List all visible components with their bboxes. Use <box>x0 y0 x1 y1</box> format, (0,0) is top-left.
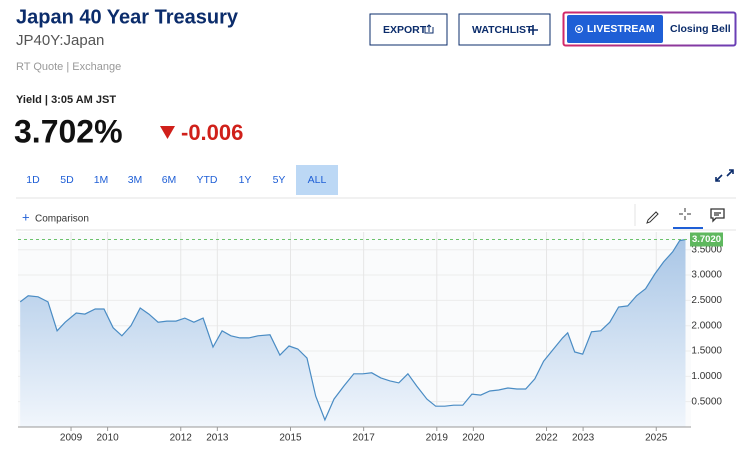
range-button[interactable]: 1D <box>26 174 40 186</box>
x-tick-label: 2025 <box>645 433 668 444</box>
y-tick-label: 1.5000 <box>691 346 722 357</box>
y-tick-label: 2.5000 <box>691 295 722 306</box>
livestream-label[interactable]: LIVESTREAM <box>587 23 655 35</box>
export-button[interactable] <box>369 13 448 46</box>
expand-icon[interactable] <box>715 169 734 182</box>
y-tick-label: 0.5000 <box>691 396 722 407</box>
chart: 0.5000 1.0000 1.5000 2.0000 2.5000 3.0000 3.50… <box>18 232 723 444</box>
y-tick-label: 3.5000 <box>691 244 722 255</box>
y-tick-label: 3.0000 <box>691 270 722 281</box>
change: -0.006 <box>181 120 243 145</box>
plus-icon <box>528 25 538 35</box>
comparison-label[interactable]: Comparison <box>35 214 89 225</box>
range-selector: 1D 5D 1M 3M 6M YTD 1Y 5Y ALL <box>26 165 338 195</box>
range-button[interactable]: 5Y <box>273 174 286 186</box>
quote-label: Yield | 3:05 AM JST <box>16 94 116 106</box>
range-button[interactable]: ALL <box>308 174 327 186</box>
x-tick-label: 2010 <box>96 433 119 444</box>
range-button[interactable]: 1M <box>94 174 109 186</box>
watchlist-label[interactable]: WATCHLIST <box>472 24 533 36</box>
down-arrow <box>160 126 175 139</box>
show-label[interactable]: Closing Bell <box>670 23 731 35</box>
last-value-label: 3.7020 <box>692 234 721 245</box>
area-line <box>19 238 686 422</box>
x-tick-label: 2020 <box>462 433 485 444</box>
x-tick-label: 2012 <box>170 433 193 444</box>
x-tick-label: 2015 <box>279 433 302 444</box>
comment-icon[interactable] <box>710 208 725 223</box>
y-tick-label: 1.0000 <box>691 371 722 382</box>
x-tick-label: 2009 <box>60 433 83 444</box>
range-button[interactable]: 5D <box>60 174 74 186</box>
x-tick-label: 2022 <box>535 433 558 444</box>
range-button[interactable]: 1Y <box>239 174 252 186</box>
x-tick-label: 2013 <box>206 433 229 444</box>
symbol: JP40Y:Japan <box>16 32 104 49</box>
range-active <box>296 165 338 195</box>
range-button[interactable]: 3M <box>128 174 143 186</box>
title: Japan 40 Year Treasury <box>16 6 239 28</box>
quote-source: RT Quote | Exchange <box>16 61 121 73</box>
live-dot-center <box>577 27 581 31</box>
price: 3.702% <box>14 113 123 149</box>
last-value-box <box>690 232 723 247</box>
export-icon <box>424 24 434 34</box>
area-fill <box>20 239 686 427</box>
live-dot <box>575 25 583 33</box>
x-tick-label: 2023 <box>572 433 595 444</box>
export-label[interactable]: EXPORT <box>383 24 427 36</box>
livestream-button[interactable] <box>567 15 663 43</box>
range-button[interactable]: YTD <box>197 174 218 186</box>
crosshair-icon[interactable] <box>679 208 691 220</box>
x-tick-label: 2017 <box>353 433 376 444</box>
draw-icon[interactable] <box>646 211 659 224</box>
range-button[interactable]: 6M <box>162 174 177 186</box>
comparison-plus[interactable]: + <box>22 209 30 224</box>
y-tick-label: 2.0000 <box>691 320 722 331</box>
x-tick-label: 2019 <box>426 433 449 444</box>
